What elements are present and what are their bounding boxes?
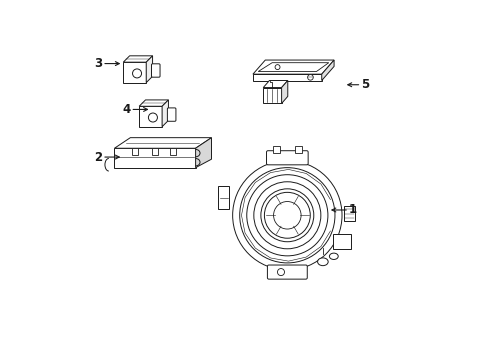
Bar xyxy=(170,148,176,155)
Bar xyxy=(132,148,138,155)
Ellipse shape xyxy=(318,258,328,266)
Circle shape xyxy=(132,69,142,78)
Polygon shape xyxy=(146,56,152,83)
Bar xyxy=(272,147,280,153)
Bar xyxy=(115,148,196,168)
Polygon shape xyxy=(253,60,334,74)
Ellipse shape xyxy=(329,253,338,260)
Circle shape xyxy=(273,202,301,229)
Polygon shape xyxy=(162,100,169,127)
FancyBboxPatch shape xyxy=(151,64,160,77)
Bar xyxy=(263,87,282,103)
Text: 4: 4 xyxy=(122,103,130,116)
Text: 1: 1 xyxy=(349,203,357,216)
Polygon shape xyxy=(263,81,288,87)
FancyBboxPatch shape xyxy=(267,151,308,165)
Polygon shape xyxy=(115,138,212,148)
Polygon shape xyxy=(196,138,212,168)
Circle shape xyxy=(229,157,345,274)
Bar xyxy=(295,147,302,153)
Polygon shape xyxy=(322,60,334,81)
Text: 3: 3 xyxy=(94,57,102,70)
Circle shape xyxy=(148,113,157,122)
Circle shape xyxy=(265,192,310,238)
Text: 5: 5 xyxy=(362,78,369,91)
Bar xyxy=(344,206,355,221)
Bar xyxy=(152,148,158,155)
Polygon shape xyxy=(282,81,288,103)
Bar xyxy=(333,234,351,249)
Polygon shape xyxy=(123,56,152,62)
Circle shape xyxy=(275,65,280,69)
Circle shape xyxy=(277,269,285,276)
Polygon shape xyxy=(253,74,322,81)
Text: 2: 2 xyxy=(94,150,102,163)
FancyBboxPatch shape xyxy=(168,108,176,121)
Bar xyxy=(123,62,146,83)
Bar xyxy=(139,106,162,127)
Circle shape xyxy=(308,75,313,80)
FancyBboxPatch shape xyxy=(268,265,307,279)
Polygon shape xyxy=(139,100,169,106)
Bar xyxy=(218,186,229,209)
